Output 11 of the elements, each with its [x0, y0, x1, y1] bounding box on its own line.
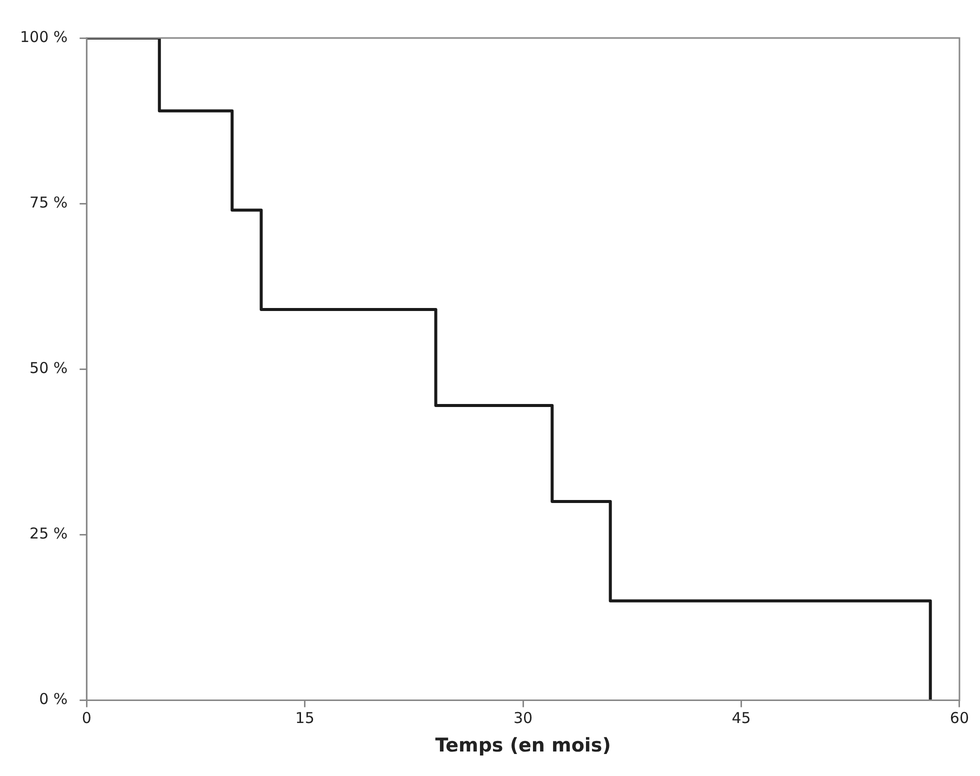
x-tick-label: 60 [950, 709, 970, 728]
x-tick-label: 15 [295, 709, 314, 728]
x-tick-label: 45 [732, 709, 751, 728]
x-axis-title: Temps (en mois) [435, 734, 611, 757]
y-tick-label: 0 % [39, 690, 68, 708]
x-tick-label: 0 [82, 709, 92, 728]
x-tick-label: 30 [514, 709, 533, 728]
y-tick-label: 25 % [30, 524, 68, 543]
y-tick-label: 50 % [30, 358, 68, 377]
y-tick-label: 100 % [20, 28, 68, 46]
y-tick-label: 75 % [30, 193, 68, 212]
